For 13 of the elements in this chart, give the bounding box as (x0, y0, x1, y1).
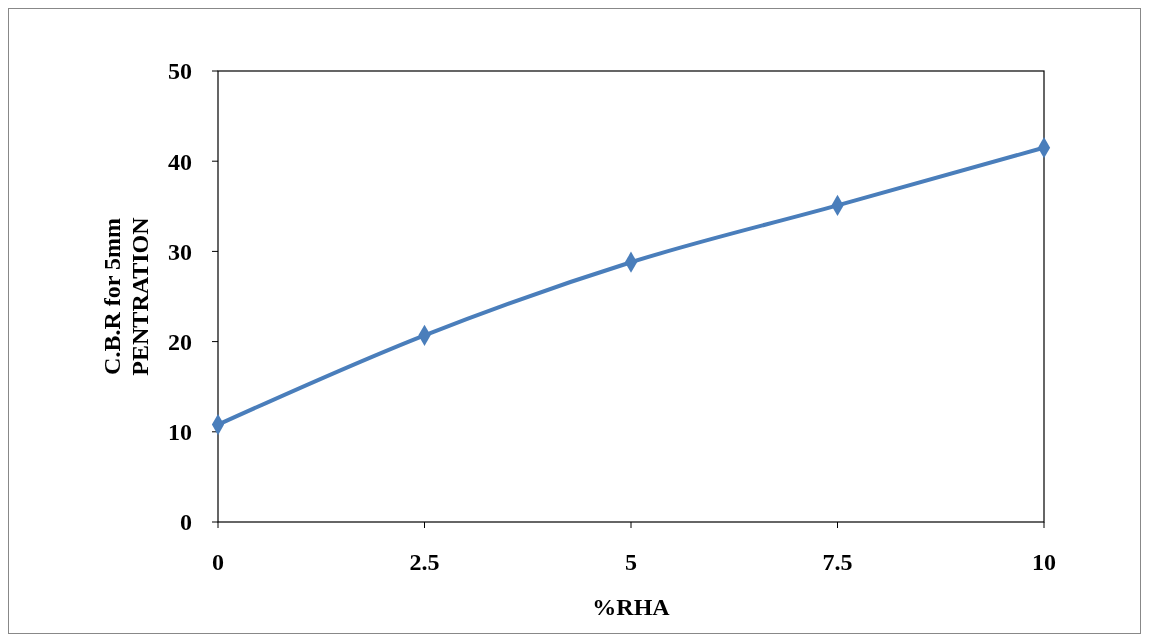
x-axis-title: %RHA (592, 594, 671, 620)
y-tick-label: 30 (168, 238, 192, 265)
y-tick-label: 10 (168, 419, 192, 446)
x-tick-label: 0 (212, 549, 224, 575)
x-tick-label: 10 (1032, 549, 1056, 575)
y-tick-label: 0 (180, 509, 192, 536)
y-tick-label: 20 (168, 329, 192, 355)
x-tick-label: 7.5 (822, 549, 853, 575)
x-tick-label: 2.5 (409, 549, 440, 575)
y-tick-label: 40 (168, 148, 192, 175)
y-axis-title: C.B.R for 5mm PENTRATION (99, 216, 153, 376)
y-tick-label: 50 (168, 58, 192, 85)
x-tick-label: 5 (625, 549, 637, 575)
